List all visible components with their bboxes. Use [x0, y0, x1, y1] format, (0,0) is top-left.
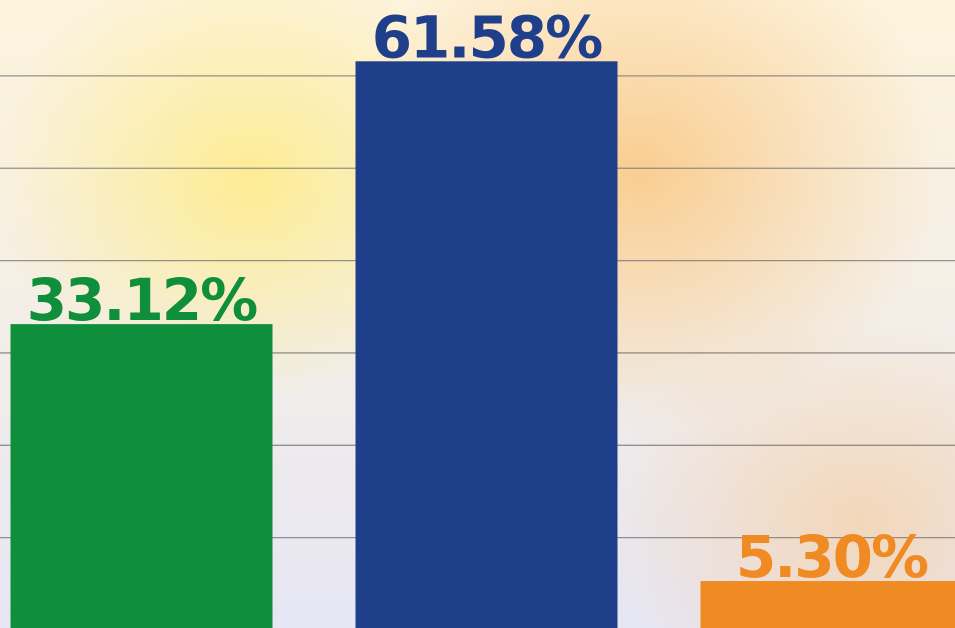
bar	[700, 581, 955, 628]
value-label: 33.12%	[27, 266, 257, 334]
bar	[355, 61, 618, 628]
value-label: 5.30%	[736, 523, 928, 591]
value-label: 61.58%	[372, 3, 602, 71]
bar	[10, 324, 273, 628]
